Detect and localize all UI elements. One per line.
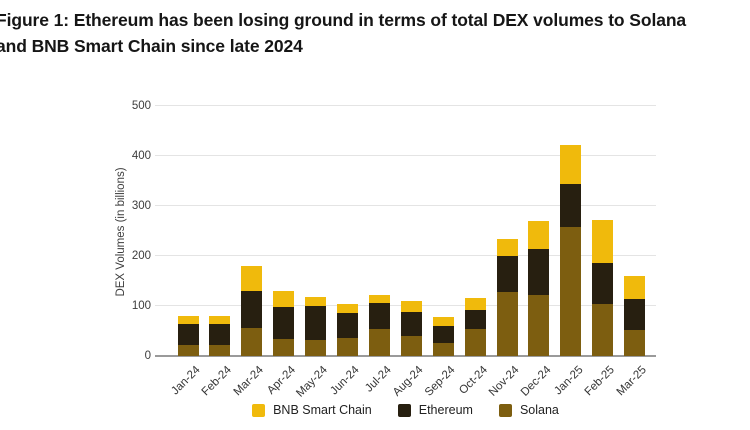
y-tick-label: 0: [144, 350, 151, 362]
bar-segment-bnb-smart-chain: [496, 238, 518, 256]
y-tick-label: 100: [131, 300, 151, 312]
legend: BNB Smart Chain Ethereum Solana: [155, 403, 656, 417]
bar-segment-ethereum: [432, 326, 454, 343]
bar-segment-ethereum: [528, 249, 550, 295]
bar-segment-ethereum: [368, 302, 390, 329]
bar-segment-solana: [400, 336, 422, 356]
bar-segment-bnb-smart-chain: [177, 315, 199, 324]
x-tick-label: Aug-24: [391, 364, 426, 399]
x-tick-label: Jan-25: [551, 364, 586, 398]
bar-segment-solana: [273, 339, 295, 356]
plot-area: 0 100 200 300 400 500 Jan-24 Feb-24 Mar-24 Apr-24…: [132, 100, 656, 400]
bar-segment-ethereum: [305, 305, 327, 340]
legend-swatch: [252, 403, 266, 417]
x-tick-label: Apr-24: [265, 364, 299, 397]
gridline: [155, 155, 656, 156]
bar-segment-bnb-smart-chain: [432, 317, 454, 326]
y-tick-label: 400: [131, 150, 151, 162]
bar-segment-bnb-smart-chain: [528, 220, 550, 249]
bar-segment-bnb-smart-chain: [400, 301, 422, 312]
bar-segment-bnb-smart-chain: [209, 315, 231, 324]
bar-segment-bnb-smart-chain: [368, 294, 390, 303]
x-tick-label: Jun-24: [328, 364, 362, 398]
bar-segment-ethereum: [337, 312, 358, 338]
x-tick-label: Sep-24: [422, 364, 458, 399]
legend-label: Solana: [519, 403, 559, 417]
legend-label: Ethereum: [418, 403, 473, 417]
bar-segment-ethereum: [241, 290, 263, 328]
legend-swatch: [397, 403, 411, 417]
bar-segment-solana: [432, 342, 454, 356]
x-tick-label: Jan-24: [169, 364, 203, 398]
bar-segment-bnb-smart-chain: [624, 275, 646, 299]
x-tick-label: May-24: [294, 364, 331, 400]
bar-segment-ethereum: [624, 298, 646, 330]
bar-segment-bnb-smart-chain: [273, 291, 295, 307]
bar-segment-solana: [209, 345, 231, 356]
bar-segment-ethereum: [560, 183, 582, 227]
bar-segment-ethereum: [400, 312, 422, 336]
bar-segment-ethereum: [209, 324, 231, 345]
x-axis-line: [155, 355, 656, 357]
legend-swatch: [498, 403, 512, 417]
bar-segment-ethereum: [273, 306, 295, 339]
bar-segment-solana: [337, 337, 358, 356]
legend-item-bnb-smart-chain: BNB Smart Chain: [252, 403, 372, 417]
bar-segment-solana: [528, 295, 550, 356]
bar-segment-bnb-smart-chain: [305, 296, 327, 306]
bar-segment-solana: [368, 329, 390, 356]
bar-segment-bnb-smart-chain: [241, 266, 263, 291]
bar-segment-solana: [592, 303, 614, 356]
legend-label: BNB Smart Chain: [273, 403, 372, 417]
bar-segment-bnb-smart-chain: [464, 298, 486, 310]
figure-title-line1: Figure 1: Ethereum has been losing groun…: [0, 10, 687, 30]
x-tick-label: Jul-24: [363, 364, 394, 395]
bar-segment-solana: [241, 327, 263, 356]
bar-segment-solana: [560, 227, 582, 356]
x-tick-label: Feb-25: [582, 364, 618, 399]
x-tick-label: Nov-24: [486, 364, 522, 399]
legend-item-ethereum: Ethereum: [397, 403, 473, 417]
figure-title: Figure 1: Ethereum has been losing groun…: [0, 7, 748, 59]
bar-segment-bnb-smart-chain: [592, 220, 614, 263]
x-tick-label: Mar-25: [614, 364, 650, 399]
bar-segment-ethereum: [177, 324, 199, 345]
bar-segment-solana: [496, 292, 518, 356]
bar-segment-solana: [305, 340, 327, 356]
bar-segment-bnb-smart-chain: [337, 303, 358, 313]
x-tick-label: Feb-24: [200, 364, 235, 399]
bar-segment-ethereum: [592, 262, 614, 304]
bar-segment-solana: [177, 345, 199, 356]
figure-title-line2: and BNB Smart Chain since late 2024: [0, 36, 303, 56]
gridline: [155, 255, 656, 256]
bar-segment-ethereum: [464, 309, 486, 329]
bar-segment-solana: [464, 329, 486, 356]
gridline: [155, 205, 656, 206]
x-tick-label: Mar-24: [232, 364, 267, 399]
y-tick-label: 300: [131, 200, 151, 212]
x-tick-label: Oct-24: [456, 364, 490, 397]
gridline: [155, 105, 656, 106]
bar-segment-ethereum: [496, 256, 518, 292]
bar-segment-bnb-smart-chain: [560, 144, 582, 184]
x-tick-label: Dec-24: [518, 364, 554, 399]
y-tick-label: 200: [131, 250, 151, 262]
bar-segment-solana: [624, 330, 646, 356]
y-tick-label: 500: [131, 100, 151, 112]
legend-item-solana: Solana: [498, 403, 559, 417]
